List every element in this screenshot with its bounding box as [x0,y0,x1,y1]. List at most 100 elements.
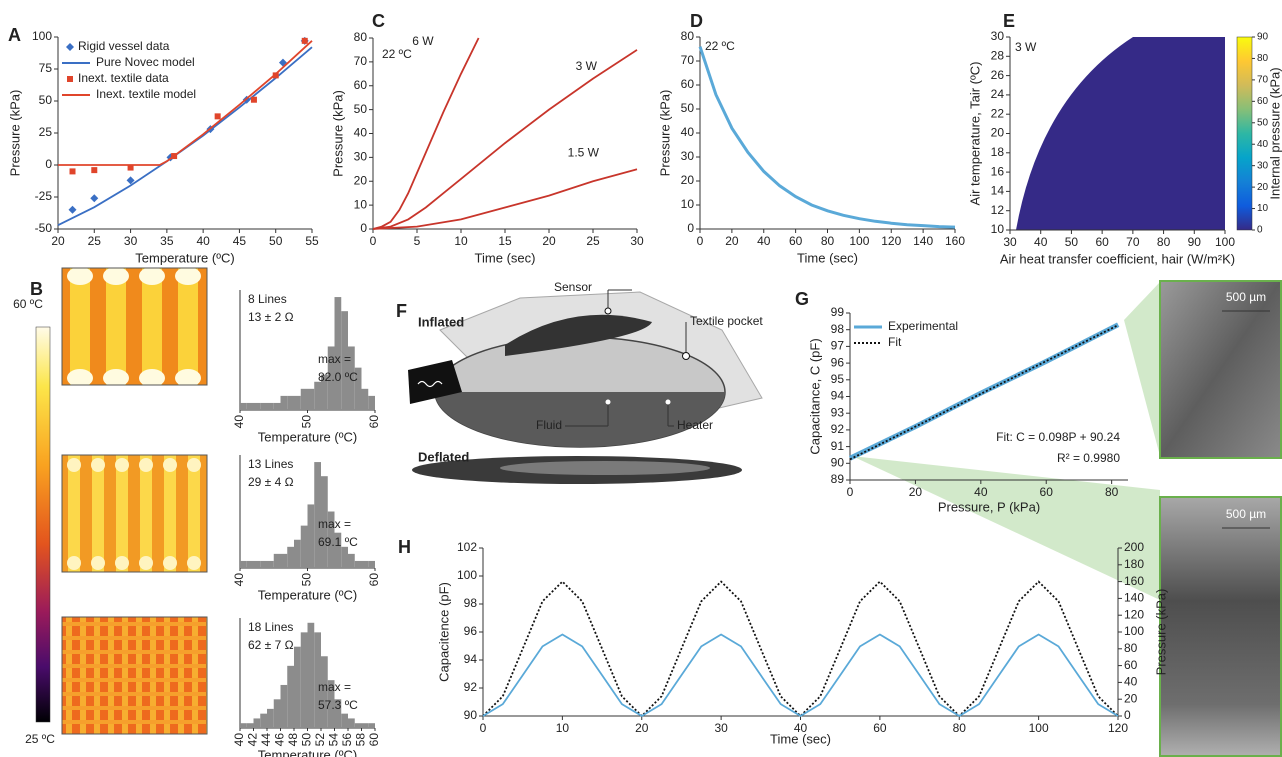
y-tick-label: 60 [681,77,695,91]
y-tick-label: 50 [354,102,368,116]
zoom-wedge [852,456,1160,600]
histogram-bar [307,388,315,410]
y2-tick-label: 160 [1124,574,1144,588]
y2-tick-label: 80 [1124,641,1138,655]
y-tick-label: 93 [831,405,845,419]
y-tick-label: 96 [464,624,478,638]
legend-label: Fit [888,335,902,349]
marker [126,176,135,185]
histogram-bar [287,546,294,568]
x-tick-label: 40 [232,733,246,747]
histogram-bar [341,713,348,728]
histogram-bar [334,532,342,568]
y-tick-label: 95 [831,372,845,386]
y-tick-label: 24 [991,87,1005,101]
marker [67,76,73,82]
y-tick-label: 26 [991,68,1005,82]
histogram-bar [327,346,335,410]
x-tick-label: 10 [556,721,570,735]
colorbar-tick-label: 80 [1257,53,1269,64]
scale-label: 500 µm [1226,290,1266,304]
histogram-bar [253,402,261,410]
panel-label: A [8,25,21,45]
marker [214,113,221,120]
annotation: max = [318,517,351,531]
annotation: max = [318,352,351,366]
histogram-bar [361,723,369,728]
x-axis-label: Air heat transfer coefficient, hair (W/m… [1000,251,1235,266]
x-tick-label: 20 [542,234,556,248]
marker [127,164,134,171]
y-tick-label: 80 [354,30,368,44]
colorbar-tick-label: 90 [1257,32,1269,43]
y-tick-label: 14 [991,184,1005,198]
histogram-bar [294,539,301,568]
histogram-bar [294,395,301,410]
series-line [372,49,638,230]
callout: Fluid [536,418,562,432]
annotation: max = [318,680,351,694]
histogram-bar [287,665,294,728]
x-axis-label: Temperature (ºC) [258,587,357,602]
series-line [482,580,1119,718]
state-label: Inflated [418,314,464,329]
annotation: 8 Lines [248,292,287,306]
histogram-bar [240,560,247,568]
series-line [372,168,638,230]
y-tick-label: 70 [681,53,695,67]
y-tick-label: 89 [831,472,845,486]
annotation: 13 Lines [248,457,293,471]
histogram-bar [334,699,342,728]
x-tick-label: 120 [1108,721,1128,735]
x-tick-label: 40 [1034,235,1048,249]
histogram-bar [260,713,267,728]
colorbar-label: 25 ºC [25,732,55,746]
histogram-bar [300,632,308,728]
y-tick-label: 50 [39,93,53,107]
legend-label: Inext. textile model [96,87,196,101]
series-label: 3 W [576,59,598,73]
x-axis-label: Temperature (ºC) [258,429,357,444]
panel-label: G [795,289,809,309]
y-tick-label: 40 [681,125,695,139]
histogram-bar [273,553,281,568]
x-tick-label: 70 [1126,235,1140,249]
x-axis-label: Time (sec) [770,731,831,746]
marker [301,37,308,44]
histogram-bar [253,718,261,728]
y2-tick-label: 60 [1124,658,1138,672]
y-tick-label: 10 [354,197,368,211]
y-tick-label: 25 [39,125,53,139]
legend-label: Pure Novec model [96,55,195,69]
histogram-bar [253,560,261,568]
thermal-image [61,616,208,735]
x-tick-label: 52 [313,733,327,747]
x-tick-label: 50 [300,733,314,747]
x-axis-label: Temperature (ºC) [135,250,234,265]
y-tick-label: 100 [32,29,52,43]
histogram-bar [334,297,342,410]
histogram-bar [348,553,355,568]
histogram-bar [267,402,274,410]
x-tick-label: 40 [232,573,246,587]
histogram-bar [240,723,247,728]
x-tick-label: 30 [124,234,138,248]
marker [90,194,99,203]
histogram-bar [321,374,328,410]
x-tick-label: 160 [945,234,965,248]
panel-label: B [30,279,43,299]
y-tick-label: 70 [354,54,368,68]
y-tick-label: 50 [681,101,695,115]
histogram-bar [321,656,328,728]
colorbar-tick-label: 60 [1257,96,1269,107]
histogram-bar [294,646,301,728]
colorbar-tick-label: 40 [1257,139,1269,150]
y-tick-label: 92 [831,422,845,436]
y-tick-label: 10 [991,222,1005,236]
series-label: 6 W [412,34,434,48]
marker [66,43,74,51]
x-tick-label: 100 [849,234,869,248]
x-tick-label: 48 [286,733,300,747]
x-tick-label: 0 [370,234,377,248]
x-tick-label: 60 [1040,485,1054,499]
